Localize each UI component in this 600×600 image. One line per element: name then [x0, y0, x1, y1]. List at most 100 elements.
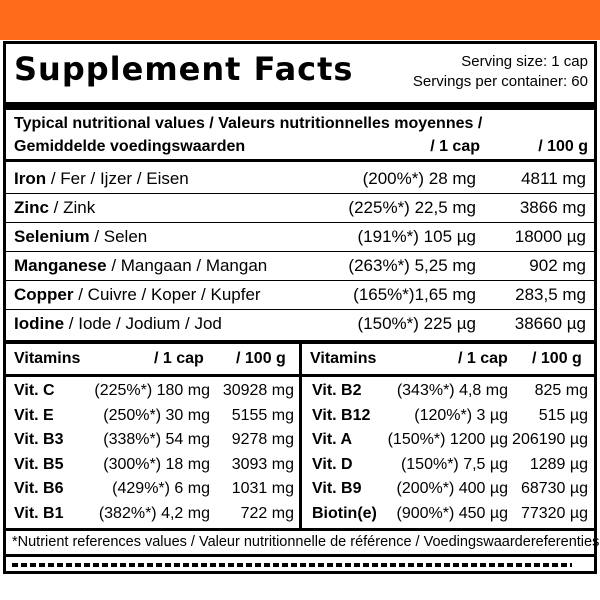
footnote: *Nutrient references values / Valeur nut…	[12, 534, 600, 550]
vitamin-per-100g: 30928 mg	[222, 382, 294, 399]
vitamins-per-100g-left: / 100 g	[236, 350, 286, 367]
mineral-per-cap: (165%*)1,65 mg	[353, 285, 476, 304]
vitamin-row: Vit. B2 (343%*) 4,8 mg 825 mg	[304, 382, 594, 406]
mineral-name-translations: / Mangaan / Mangan	[106, 256, 268, 275]
vitamin-per-cap: (225%*) 180 mg	[94, 382, 210, 399]
mineral-name-bold: Selenium	[14, 227, 90, 246]
mineral-per-100g: 38660 µg	[514, 314, 586, 333]
facts-header: Supplement Facts Serving size: 1 cap Ser…	[6, 44, 594, 102]
mineral-per-100g: 18000 µg	[514, 227, 586, 246]
page-title: Supplement Facts	[14, 50, 354, 88]
vitamin-per-100g: 515 µg	[538, 406, 588, 424]
mineral-row: Iron / Fer / Ijzer / Eisen (200%*) 28 mg 4…	[6, 165, 594, 193]
vitamin-row: Vit. B1 (382%*) 4,2 mg 722 mg	[6, 505, 296, 529]
vitamin-name: Vit. D	[312, 455, 353, 473]
supplement-facts-panel: Supplement Facts Serving size: 1 cap Ser…	[3, 41, 600, 574]
vitamin-row: Biotin(e) (900%*) 450 µg 77320 µg	[304, 505, 594, 529]
mineral-per-cap: (191%*) 105 µg	[357, 227, 476, 246]
footnote-rule	[6, 528, 594, 531]
vitamin-name: Vit. E	[14, 406, 54, 424]
header-line-2: Gemiddelde voedingswaarden	[14, 138, 246, 155]
row-separator	[6, 280, 594, 281]
vitamins-top-rule	[6, 340, 594, 344]
mineral-name: Iron / Fer / Ijzer / Eisen	[14, 169, 189, 189]
mineral-name-translations: / Fer / Ijzer / Eisen	[46, 169, 189, 188]
vitamin-row: Vit. C (225%*) 180 mg 30928 mg	[6, 382, 296, 406]
vitamin-per-100g: 9278 mg	[231, 431, 294, 448]
vitamin-per-100g: 722 mg	[240, 504, 294, 522]
vitamin-per-cap: (300%*) 18 mg	[103, 455, 210, 473]
mineral-name-bold: Iodine	[14, 314, 65, 333]
header-line-1: Typical nutritional values / Valeurs nut…	[14, 115, 483, 132]
header-rule	[6, 159, 594, 162]
vitamin-per-cap: (382%*) 4,2 mg	[98, 504, 210, 522]
vitamin-per-cap: (343%*) 4,8 mg	[396, 382, 508, 399]
mineral-name: Iodine / Iode / Jodium / Jod	[14, 314, 222, 334]
vitamin-name: Vit. B2	[312, 382, 362, 399]
vitamin-per-cap: (150%*) 7,5 µg	[400, 455, 508, 473]
mineral-row: Selenium / Selen (191%*) 105 µg 18000 µg	[6, 223, 594, 251]
mineral-name: Manganese / Mangaan / Mangan	[14, 256, 267, 276]
vitamins-divider	[299, 344, 302, 528]
vitamin-row: Vit. B6 (429%*) 6 mg 1031 mg	[6, 480, 296, 504]
vitamins-per-cap-left: / 1 cap	[154, 350, 204, 367]
mineral-name: Zinc / Zink	[14, 198, 95, 218]
vitamin-per-cap: (200%*) 400 µg	[396, 480, 508, 497]
serving-size: Serving size: 1 cap	[461, 53, 588, 70]
thick-rule	[6, 102, 594, 110]
mineral-per-100g: 902 mg	[529, 256, 586, 275]
mineral-row: Iodine / Iode / Jodium / Jod (150%*) 225 …	[6, 310, 594, 338]
mineral-row: Copper / Cuivre / Koper / Kupfer (165%*)1…	[6, 281, 594, 309]
orange-brand-band	[0, 0, 600, 40]
vitamins-label-left: Vitamins	[14, 350, 81, 367]
mineral-name-translations: / Cuivre / Koper / Kupfer	[73, 285, 261, 304]
vitamin-row: Vit. B3 (338%*) 54 mg 9278 mg	[6, 431, 296, 455]
mineral-name-bold: Iron	[14, 169, 47, 188]
mineral-row: Zinc / Zink (225%*) 22,5 mg 3866 mg	[6, 194, 594, 222]
vitamin-name: Vit. B9	[312, 480, 362, 497]
vitamin-per-100g: 68730 µg	[520, 480, 588, 497]
vitamin-per-100g: 825 mg	[534, 382, 588, 399]
vitamin-per-100g: 1289 µg	[529, 455, 588, 473]
mineral-name-bold: Zinc	[14, 198, 49, 217]
vitamin-per-100g: 3093 mg	[231, 455, 294, 473]
mineral-row: Manganese / Mangaan / Mangan (263%*) 5,25…	[6, 252, 594, 280]
vitamins-table: Vitamins / 1 cap / 100 g Vitamins / 1 ca…	[6, 344, 594, 528]
serving-info: Serving size: 1 cap Servings per contain…	[413, 52, 588, 92]
vitamin-row: Vit. E (250%*) 30 mg 5155 mg	[6, 407, 296, 431]
vitamin-name: Vit. B6	[14, 480, 64, 497]
servings-per-container: Servings per container: 60	[412, 73, 588, 90]
mineral-name-bold: Copper	[14, 285, 74, 304]
vitamin-row: Vit. B12 (120%*) 3 µg 515 µg	[304, 407, 594, 431]
vitamin-per-cap: (900%*) 450 µg	[396, 504, 508, 522]
mineral-per-cap: (263%*) 5,25 mg	[348, 256, 476, 275]
mineral-name: Selenium / Selen	[14, 227, 147, 247]
footnote-bottom-rule	[6, 554, 594, 557]
vitamin-name: Vit. B3	[14, 431, 64, 448]
vitamin-per-100g: 5155 mg	[231, 406, 294, 424]
mineral-name: Copper / Cuivre / Koper / Kupfer	[14, 285, 261, 305]
mineral-per-100g: 283,5 mg	[515, 285, 586, 304]
vitamin-per-cap: (429%*) 6 mg	[112, 480, 210, 497]
vitamins-per-100g-right: / 100 g	[532, 350, 582, 367]
vitamin-name: Vit. B12	[312, 406, 371, 424]
row-separator	[6, 222, 594, 223]
vitamin-name: Vit. A	[312, 431, 353, 448]
header-per-100g: / 100 g	[538, 138, 588, 155]
mineral-name-bold: Manganese	[14, 256, 107, 275]
mineral-name-translations: / Iode / Jodium / Jod	[64, 314, 222, 333]
mineral-name-translations: / Selen	[89, 227, 148, 246]
vitamin-row: Vit. B5 (300%*) 18 mg 3093 mg	[6, 456, 296, 480]
vitamin-per-cap: (338%*) 54 mg	[103, 431, 210, 448]
vitamins-header-rule	[6, 374, 594, 377]
vitamin-row: Vit. B9 (200%*) 400 µg 68730 µg	[304, 480, 594, 504]
vitamins-per-cap-right: / 1 cap	[458, 350, 508, 367]
vitamin-name: Vit. B1	[14, 504, 64, 522]
vitamin-name: Vit. C	[14, 382, 55, 399]
row-separator	[6, 309, 594, 310]
row-separator	[6, 193, 594, 194]
nutrition-column-header: Typical nutritional values / Valeurs nut…	[6, 111, 594, 159]
vitamin-per-cap: (120%*) 3 µg	[414, 406, 508, 424]
vitamin-row: Vit. A (150%*) 1200 µg 206190 µg	[304, 431, 594, 455]
mineral-per-100g: 4811 mg	[521, 169, 586, 188]
